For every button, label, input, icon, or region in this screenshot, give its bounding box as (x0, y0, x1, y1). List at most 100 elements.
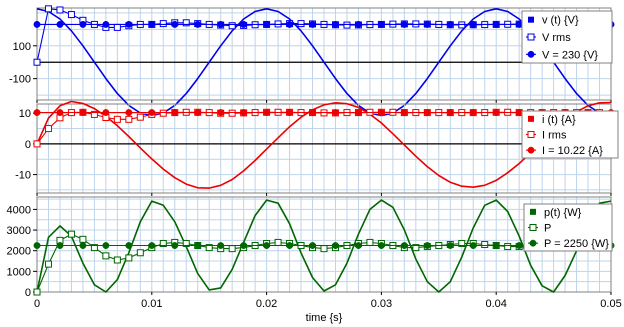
data-point (171, 109, 179, 116)
data-point (332, 109, 339, 116)
data-point (354, 20, 362, 28)
data-point (515, 242, 523, 249)
data-point (423, 109, 431, 116)
data-point (263, 242, 271, 249)
series-line (36, 100, 612, 189)
y-tick-label: 10 (19, 108, 31, 120)
data-point (240, 20, 248, 28)
y-tick-label: 0 (25, 287, 31, 299)
series-v-rms (33, 5, 604, 66)
x-tick-label: 0.02 (256, 298, 277, 310)
legend-label: P = 2250 {W} (544, 238, 609, 250)
data-point (44, 5, 52, 13)
data-point (469, 242, 477, 249)
data-point (205, 244, 213, 252)
data-point (228, 245, 236, 253)
series-p-t-w (36, 199, 612, 293)
legend-label: V rms (542, 32, 571, 44)
data-point (366, 238, 374, 246)
data-point (136, 249, 144, 257)
series-line (36, 8, 612, 117)
data-point (102, 252, 110, 260)
data-point (90, 244, 98, 252)
legend-marker (529, 224, 537, 231)
data-point (33, 242, 41, 249)
data-point (400, 20, 408, 28)
x-tick-label: 0.01 (141, 298, 162, 310)
data-point (194, 109, 202, 116)
data-point (33, 140, 41, 148)
data-point (332, 242, 339, 249)
data-point (102, 20, 110, 28)
data-point (504, 243, 512, 251)
data-point (309, 242, 316, 249)
y-tick-label: -100 (9, 74, 31, 86)
legend-box (521, 10, 613, 64)
data-point (217, 20, 225, 28)
data-point (228, 22, 236, 30)
data-point (240, 109, 248, 116)
data-point (481, 241, 489, 248)
data-point (320, 245, 328, 253)
legend-label: i (t) {A} (542, 114, 576, 126)
series-line (36, 199, 612, 293)
data-point (33, 58, 41, 66)
data-point (446, 20, 454, 28)
data-point (33, 20, 41, 28)
data-point (148, 109, 156, 116)
series-i-t-a (36, 100, 612, 189)
data-point (446, 242, 454, 249)
data-point (182, 239, 190, 247)
data-point (343, 21, 351, 29)
panel-1: 100 -100 v (t) {V} V rms V = 230 {V} (9, 5, 615, 117)
data-point (377, 20, 385, 28)
panel-3: 4000 3000 2000 1000 0 p(t) {W} P P = 2250 {W} (7, 196, 615, 299)
y-tick-label: -10 (15, 170, 31, 182)
y-tick-label: 0 (25, 139, 31, 151)
data-point (263, 20, 271, 28)
legend-swatch (528, 115, 534, 122)
legend-swatch (530, 208, 536, 215)
data-point (286, 109, 294, 116)
data-point (159, 239, 167, 247)
data-point (492, 109, 500, 116)
data-point (113, 23, 121, 31)
x-tick-label: 0.04 (485, 298, 506, 310)
series-v-t-v (36, 8, 612, 117)
data-point (332, 20, 339, 28)
data-point (159, 20, 167, 28)
data-point (274, 238, 282, 246)
data-point (90, 110, 98, 118)
legend-label: V = 230 {V} (542, 49, 598, 61)
legend-box (523, 203, 613, 252)
data-point (125, 20, 133, 28)
data-point (56, 242, 64, 249)
y-tick-label: 4000 (7, 204, 31, 216)
data-point (446, 109, 454, 116)
data-point (67, 230, 75, 238)
data-point (354, 109, 362, 116)
x-tick-label: 0.05 (600, 298, 621, 310)
legend-2: i (t) {A} I rms I = 10.22 {A} (521, 110, 619, 159)
data-point (297, 20, 305, 28)
x-axis-label: time {s} (306, 312, 343, 324)
data-point (171, 242, 179, 249)
legend-label: I = 10.22 {A} (542, 145, 603, 157)
data-point (125, 242, 133, 249)
data-point (159, 109, 167, 117)
data-point (102, 109, 110, 116)
x-tick-label: 0 (34, 298, 40, 310)
legend-3: p(t) {W} P P = 2250 {W} (523, 203, 613, 252)
series-p-2250-w (33, 242, 615, 249)
legend-marker (527, 33, 535, 41)
data-point (515, 20, 523, 28)
data-point (148, 20, 156, 28)
data-point (492, 20, 500, 28)
data-point (33, 109, 41, 116)
legend-marker (527, 146, 535, 154)
data-point (469, 20, 477, 28)
y-tick-label: 1000 (7, 266, 31, 278)
legend-label: p(t) {W} (544, 207, 582, 219)
data-point (79, 235, 87, 243)
